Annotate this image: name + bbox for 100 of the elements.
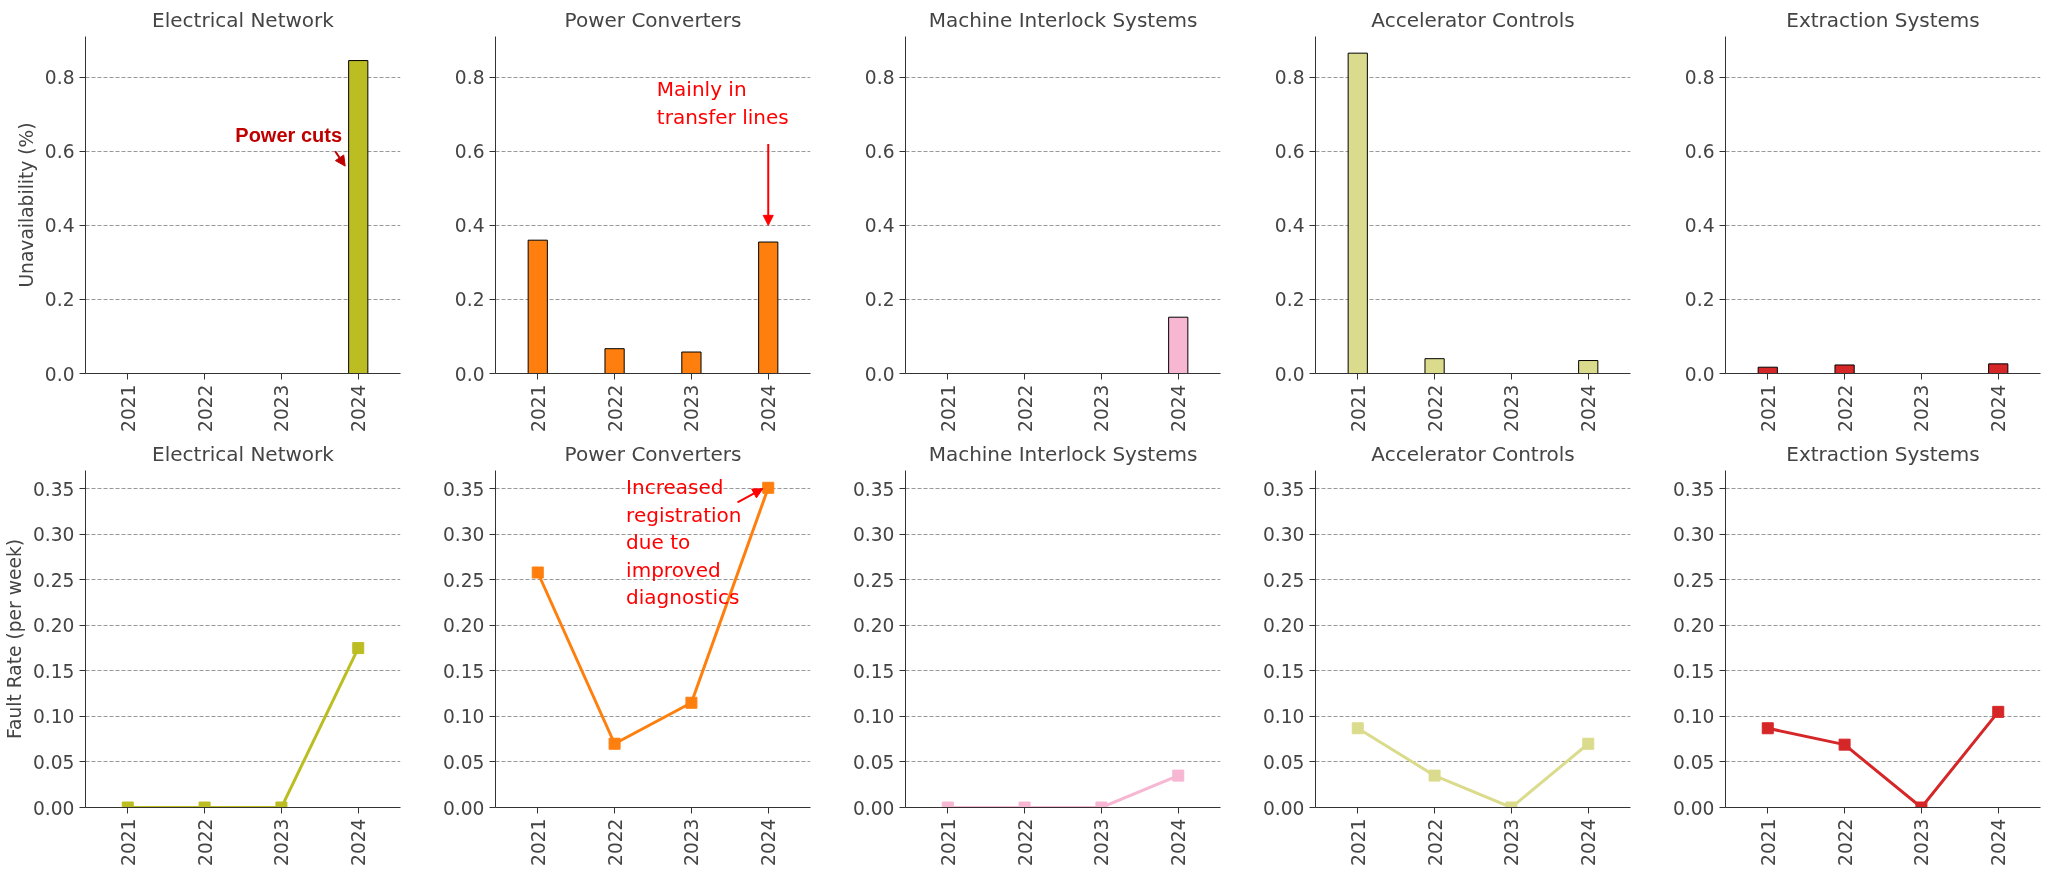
y-tick-label: 0.20: [852, 615, 895, 637]
y-tick-label: 0.0: [44, 363, 75, 385]
x-tick-label: 2023: [1911, 384, 1933, 432]
y-tick-label: 0.6: [864, 141, 895, 163]
chart-title: Electrical Network: [152, 441, 335, 466]
y-tick-label: 0.4: [44, 215, 75, 237]
x-tick-label: 2023: [681, 818, 703, 866]
y-tick-label: 0.25: [1672, 569, 1715, 591]
annotation: Power cuts: [235, 123, 343, 146]
x-tick-label: 2023: [1501, 384, 1523, 432]
y-tick-label: 0.10: [32, 706, 75, 728]
y-tick-label: 0.8: [1274, 67, 1305, 89]
chart-title: Extraction Systems: [1786, 441, 1980, 466]
x-tick-label: 2024: [1988, 818, 2010, 866]
x-tick-label: 2022: [604, 384, 626, 432]
y-tick-label: 0.35: [1262, 478, 1305, 500]
y-tick-label: 0.4: [454, 215, 485, 237]
y-tick-label: 0.00: [852, 797, 895, 819]
y-tick-label: 0.20: [32, 615, 75, 637]
annotation: Mainly in transfer lines: [656, 77, 789, 129]
y-tick-label: 0.15: [852, 660, 895, 682]
chart-title: Accelerator Controls: [1371, 441, 1575, 466]
y-tick-label: 0.15: [442, 660, 485, 682]
x-tick-label: 2024: [1168, 384, 1190, 432]
y-tick-label: 0.2: [44, 289, 75, 311]
y-tick-label: 0.0: [1684, 363, 1715, 385]
y-tick-label: 0.15: [32, 660, 75, 682]
y-tick-label: 0.4: [1274, 215, 1305, 237]
y-tick-label: 0.8: [864, 67, 895, 89]
y-tick-label: 0.2: [1274, 289, 1305, 311]
chart-title: Extraction Systems: [1786, 7, 1980, 32]
x-tick-label: 2024: [1168, 818, 1190, 866]
y-tick-label: 0.20: [1672, 615, 1715, 637]
y-tick-label: 0.10: [852, 706, 895, 728]
x-tick-label: 2024: [348, 818, 370, 866]
x-tick-label: 2023: [1091, 818, 1113, 866]
chart-title: Machine Interlock Systems: [928, 7, 1198, 32]
y-tick-label: 0.00: [32, 797, 75, 819]
x-tick-label: 2022: [194, 818, 216, 866]
x-tick-label: 2023: [271, 818, 293, 866]
y-tick-label: 0.8: [454, 67, 485, 89]
x-tick-label: 2022: [1424, 818, 1446, 866]
x-tick-label: 2024: [758, 384, 780, 432]
y-tick-label: 0.20: [1262, 615, 1305, 637]
x-tick-label: 2021: [117, 818, 139, 866]
chart-title: Accelerator Controls: [1371, 7, 1575, 32]
x-tick-label: 2021: [527, 818, 549, 866]
x-tick-label: 2022: [1834, 384, 1856, 432]
x-tick-label: 2021: [527, 384, 549, 432]
y-tick-label: 0.6: [1274, 141, 1305, 163]
y-tick-label: 0.6: [44, 141, 75, 163]
y-tick-label: 0.25: [1262, 569, 1305, 591]
y-tick-label: 0.05: [442, 751, 485, 773]
x-tick-label: 2021: [117, 384, 139, 432]
y-tick-label: 0.0: [864, 363, 895, 385]
y-tick-label: 0.00: [1672, 797, 1715, 819]
x-tick-label: 2021: [1347, 818, 1369, 866]
y-tick-label: 0.8: [44, 67, 75, 89]
y-tick-label: 0.35: [852, 478, 895, 500]
x-tick-label: 2022: [1014, 384, 1036, 432]
y-tick-label: 0.6: [454, 141, 485, 163]
y-tick-label: 0.00: [1262, 797, 1305, 819]
y-tick-label: 0.05: [1672, 751, 1715, 773]
x-tick-label: 2021: [1347, 384, 1369, 432]
y-tick-label: 0.8: [1684, 67, 1715, 89]
y-tick-label: 0.0: [454, 363, 485, 385]
chart-title: Machine Interlock Systems: [928, 441, 1198, 466]
y-tick-label: 0.2: [1684, 289, 1715, 311]
x-tick-label: 2023: [1501, 818, 1523, 866]
y-tick-label: 0.4: [864, 215, 895, 237]
y-tick-label: 0.25: [852, 569, 895, 591]
x-tick-label: 2024: [1578, 818, 1600, 866]
y-tick-label: 0.35: [1672, 478, 1715, 500]
x-tick-label: 2022: [194, 384, 216, 432]
x-tick-label: 2022: [604, 818, 626, 866]
y-tick-label: 0.10: [1262, 706, 1305, 728]
y-tick-label: 0.05: [32, 751, 75, 773]
y-tick-label: 0.0: [1274, 363, 1305, 385]
y-tick-label: 0.00: [442, 797, 485, 819]
x-tick-label: 2023: [1911, 818, 1933, 866]
y-tick-label: 0.6: [1684, 141, 1715, 163]
y-tick-label: 0.10: [1672, 706, 1715, 728]
x-tick-label: 2024: [758, 818, 780, 866]
y-tick-label: 0.30: [1672, 524, 1715, 546]
x-tick-label: 2024: [1988, 384, 2010, 432]
y-axis-title: Fault Rate (per week): [3, 539, 25, 739]
y-tick-label: 0.25: [442, 569, 485, 591]
y-tick-label: 0.15: [1262, 660, 1305, 682]
x-tick-label: 2021: [937, 384, 959, 432]
x-tick-label: 2024: [348, 384, 370, 432]
y-tick-label: 0.35: [442, 478, 485, 500]
y-tick-label: 0.15: [1672, 660, 1715, 682]
x-tick-label: 2021: [1757, 818, 1779, 866]
y-tick-label: 0.25: [32, 569, 75, 591]
x-tick-label: 2023: [681, 384, 703, 432]
y-tick-label: 0.30: [442, 524, 485, 546]
chart-title: Electrical Network: [152, 7, 335, 32]
y-tick-label: 0.05: [852, 751, 895, 773]
y-tick-label: 0.4: [1684, 215, 1715, 237]
x-tick-label: 2023: [1091, 384, 1113, 432]
